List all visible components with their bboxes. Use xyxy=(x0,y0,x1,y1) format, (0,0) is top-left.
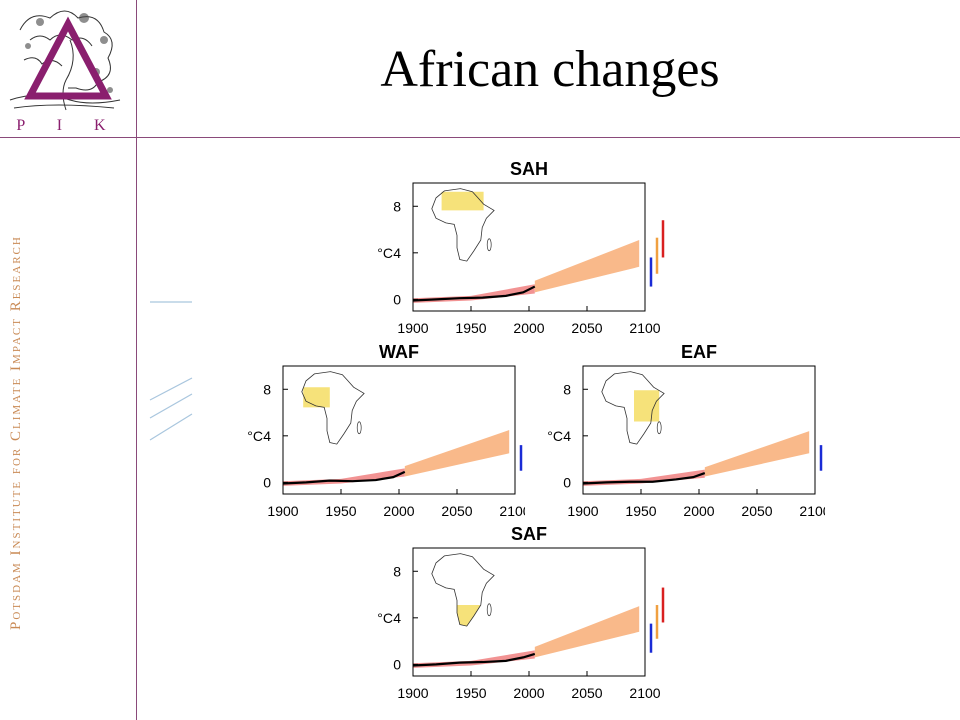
y-tick-label: 8 xyxy=(563,381,571,397)
x-tick-label: 2100 xyxy=(629,685,660,700)
x-tick-label: 1900 xyxy=(397,320,428,335)
y-axis-label: °C xyxy=(547,428,563,444)
pik-logo-graphic: P I K xyxy=(9,10,121,134)
projection-band xyxy=(704,431,810,477)
x-tick-label: 1950 xyxy=(625,503,656,518)
x-tick-label: 2100 xyxy=(629,320,660,335)
x-tick-label: 1900 xyxy=(397,685,428,700)
madagascar-outline xyxy=(486,238,492,252)
pik-logo: P I K xyxy=(0,0,136,136)
chart-panel-eaf: EAF 0 4 8 °C 1900 1950 2000 2050 2100 xyxy=(525,338,835,523)
x-tick-label: 2050 xyxy=(571,685,602,700)
logo-letters: P I K xyxy=(16,117,119,134)
region-highlight xyxy=(634,390,660,422)
y-tick-label: 4 xyxy=(263,428,271,444)
x-tick-label: 2000 xyxy=(513,685,544,700)
divider-horizontal xyxy=(0,137,960,138)
x-tick-label: 1950 xyxy=(325,503,356,518)
chart-panel-sah: SAH 0 4 8 °C 1900 1950 2000 2050 2100 xyxy=(355,155,685,340)
madagascar-outline xyxy=(656,421,662,435)
x-tick-label: 1950 xyxy=(455,685,486,700)
chart-title: SAF xyxy=(511,524,547,544)
region-highlight xyxy=(303,387,330,408)
y-tick-label: 0 xyxy=(393,656,401,672)
y-tick-label: 4 xyxy=(563,428,571,444)
decorative-strokes xyxy=(149,301,193,441)
y-axis-label: °C xyxy=(377,245,393,261)
africa-outline xyxy=(601,371,665,445)
chart-title: WAF xyxy=(379,342,419,362)
chart-sah: SAH 0 4 8 °C 1900 1950 2000 2050 2100 xyxy=(377,159,665,336)
x-tick-label: 2000 xyxy=(683,503,714,518)
y-tick-label: 8 xyxy=(263,381,271,397)
slide-title: African changes xyxy=(380,41,720,98)
africa-outline xyxy=(301,371,365,445)
x-tick-label: 1900 xyxy=(267,503,298,518)
y-tick-label: 0 xyxy=(393,291,401,307)
chart-panel-waf: WAF 0 4 8 °C 1900 1950 2000 2050 2100 xyxy=(225,338,535,523)
y-axis-label: °C xyxy=(377,610,393,626)
y-tick-label: 4 xyxy=(393,610,401,626)
region-highlight xyxy=(441,191,484,211)
divider-vertical xyxy=(136,0,137,720)
observed-line xyxy=(282,470,406,485)
y-tick-label: 0 xyxy=(563,474,571,490)
x-tick-label: 2000 xyxy=(513,320,544,335)
x-tick-label: 2050 xyxy=(441,503,472,518)
x-tick-label: 2050 xyxy=(571,320,602,335)
x-tick-label: 1950 xyxy=(455,320,486,335)
projection-band xyxy=(534,240,640,293)
region-highlight xyxy=(457,605,481,627)
chart-saf: SAF 0 4 8 °C 1900 1950 2000 2050 2100 xyxy=(377,524,665,701)
madagascar-outline xyxy=(486,603,492,617)
y-tick-label: 8 xyxy=(393,563,401,579)
observed-line xyxy=(412,285,536,302)
chart-title: SAH xyxy=(510,159,548,179)
africa-outline xyxy=(431,188,495,262)
y-axis-label: °C xyxy=(247,428,263,444)
institute-name: Potsdam Institute for Climate Impact Res… xyxy=(8,235,24,630)
x-tick-label: 2000 xyxy=(383,503,414,518)
x-tick-label: 2100 xyxy=(499,503,525,518)
observed-line xyxy=(412,652,536,667)
chart-title: EAF xyxy=(681,342,717,362)
x-tick-label: 1900 xyxy=(567,503,598,518)
chart-waf: WAF 0 4 8 °C 1900 1950 2000 2050 2100 xyxy=(247,342,535,519)
y-tick-label: 8 xyxy=(393,198,401,214)
x-tick-label: 2050 xyxy=(741,503,772,518)
projection-band xyxy=(534,606,640,658)
madagascar-outline xyxy=(356,421,362,435)
y-tick-label: 0 xyxy=(263,474,271,490)
y-tick-label: 4 xyxy=(393,245,401,261)
africa-outline xyxy=(431,553,495,627)
chart-panel-saf: SAF 0 4 8 °C 1900 1950 2000 2050 2100 xyxy=(355,520,685,705)
chart-eaf: EAF 0 4 8 °C 1900 1950 2000 2050 2100 xyxy=(547,342,835,519)
x-tick-label: 2100 xyxy=(799,503,825,518)
observed-line xyxy=(582,472,706,485)
projection-band xyxy=(404,430,510,477)
